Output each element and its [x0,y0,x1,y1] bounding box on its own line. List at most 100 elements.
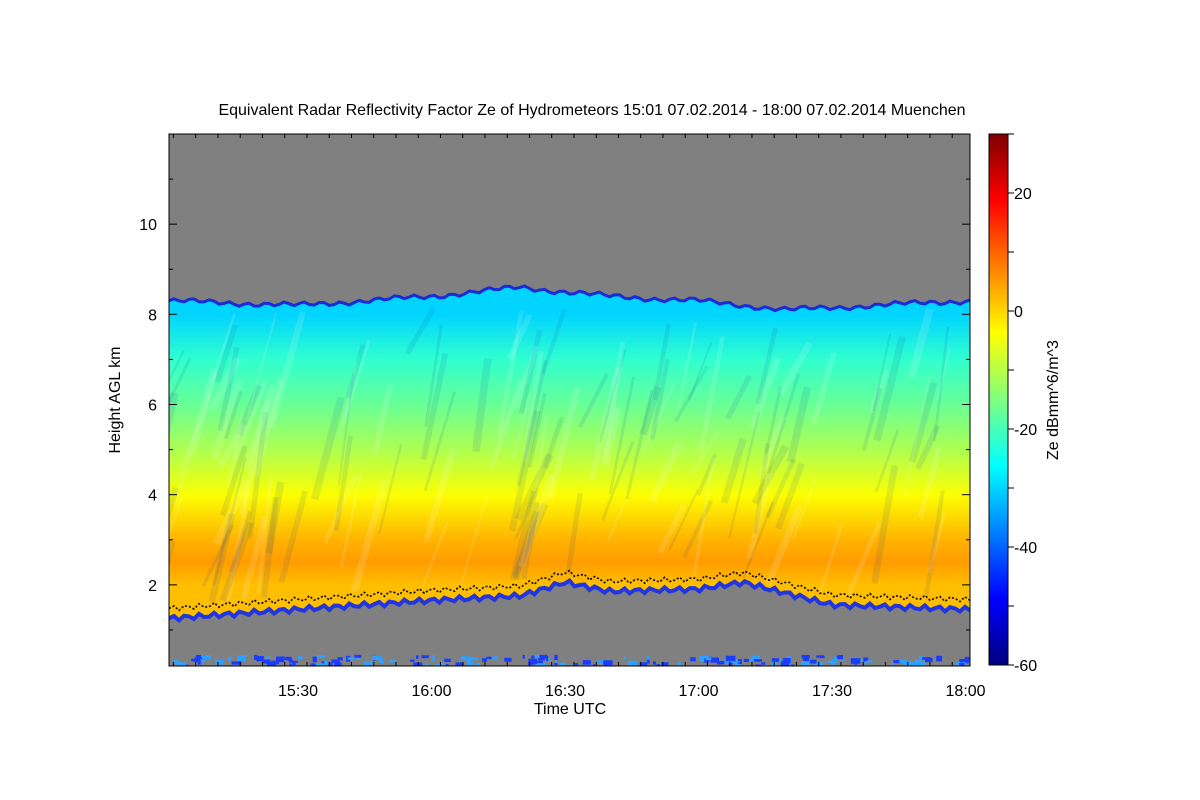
fall-streak [240,515,269,601]
clutter-echo [445,664,449,666]
fall-streak [687,342,713,402]
clutter-echo [582,660,591,665]
clutter-echo [254,654,258,660]
fall-streak [652,323,672,401]
fall-streak [421,522,448,589]
clutter-echo [533,654,540,658]
clutter-echo [522,654,525,659]
fall-streak [420,352,449,460]
fall-streak [639,385,662,436]
clutter-echo [728,662,733,666]
fall-streak [204,313,236,403]
fall-streak [766,373,801,474]
colorbar-tick-label: 0 [1014,304,1023,321]
clutter-echo [196,657,206,659]
plot-frame [168,133,971,667]
clutter-echo [809,659,817,664]
clutter-echo [859,659,865,662]
clutter-echo [486,656,492,659]
clutter-echo [533,660,543,664]
clutter-echo [363,661,369,666]
clutter-echo [738,661,742,666]
fall-streak [513,345,540,408]
fall-streak [514,453,554,522]
fall-streak [265,481,285,555]
clutter-echo [571,664,575,666]
clutter-echo [863,657,869,662]
clutter-echo [919,656,924,659]
clutter-echo [753,659,762,662]
clutter-echo [528,658,537,665]
y-tick-label: 10 [139,217,157,234]
clutter-echo [535,664,538,666]
fall-streak [323,473,358,544]
fall-streak [522,350,544,462]
fall-streak [602,342,626,459]
clutter-echo [834,656,838,662]
clutter-echo [432,655,435,661]
fall-streak [232,380,268,462]
clutter-echo [749,658,753,663]
fall-streak [226,412,244,488]
clutter-echo [854,662,858,665]
fall-streak [873,335,907,442]
fall-streak [601,441,635,521]
fall-streak [337,374,355,486]
fall-streak [598,349,627,443]
fall-streak [755,327,778,405]
fall-streak [775,462,805,530]
clutter-echo [231,661,242,665]
x-tick-label: 16:00 [412,683,452,700]
fall-streak [235,384,263,437]
fall-streak [728,411,761,539]
fall-streak [692,457,716,576]
clutter-echo [390,659,397,663]
clutter-echo [677,662,681,666]
x-tick-label: 17:00 [679,683,719,700]
clutter-echo [917,662,926,666]
fall-streak [606,499,627,543]
clutter-echo [285,656,292,660]
fall-streak [210,379,244,461]
clutter-echo [755,664,762,666]
clutter-echo [554,662,558,666]
x-tick-label: 18:00 [946,683,986,700]
clutter-echo [227,656,231,661]
fall-streak [340,470,363,568]
clutter-echo [772,662,778,666]
fall-streak [902,377,931,498]
fall-streak [520,502,540,580]
fall-streak [874,429,900,493]
fall-streak [649,358,670,440]
clutter-echo [291,660,298,663]
fall-streak [608,376,635,495]
fall-streak [657,503,687,554]
clutter-echo [198,660,206,663]
fall-streak [219,521,255,602]
fall-streak [423,391,456,492]
cloud-base-edge [169,577,970,624]
clutter-echo [903,664,911,666]
clutter-echo [653,661,656,665]
fall-streak [933,326,950,442]
fall-streaks [169,306,951,603]
clutter-echo [761,662,766,665]
fall-streak [540,308,567,375]
clutter-echo [460,656,471,661]
fall-streak [496,310,524,439]
y-axis: 2 4 6 8 10 [139,178,970,631]
clutter-echo [803,658,809,663]
y-tick-label: 6 [148,398,157,415]
clutter-echo [292,662,296,666]
fall-streak [516,359,548,487]
clutter-echo [546,656,549,662]
clutter-echo [964,656,970,661]
clutter-echo [779,659,786,662]
clutter-echo [593,664,596,666]
x-tick-label: 15:30 [278,683,318,700]
clutter-echo [289,663,293,666]
clutter-echo [356,657,360,661]
clutter-echo [324,660,327,665]
fall-streak [220,445,248,517]
ceilometer-cloud-base-line [169,569,970,612]
